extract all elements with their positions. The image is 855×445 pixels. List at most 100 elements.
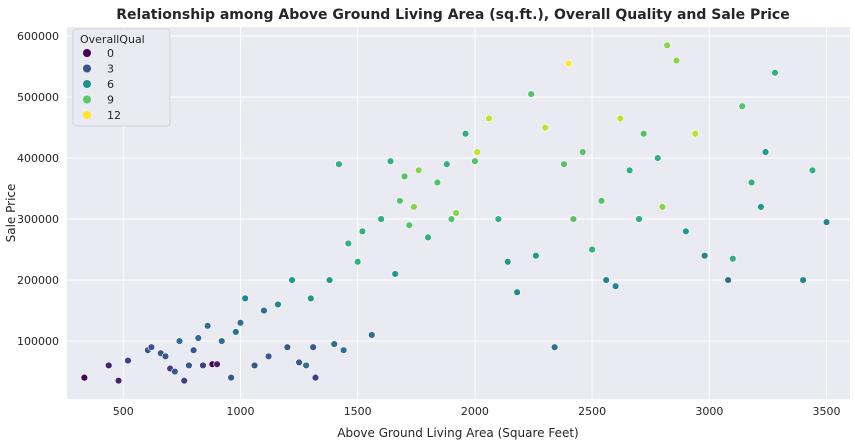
scatter-point — [541, 123, 549, 132]
scatter-point — [353, 258, 362, 266]
scatter-point — [260, 306, 268, 315]
scatter-point — [564, 59, 573, 68]
scatter-point — [147, 343, 156, 351]
scatter-point — [532, 251, 540, 260]
legend-box — [72, 28, 171, 127]
legend-marker — [83, 111, 91, 119]
scatter-point — [302, 361, 310, 370]
scatter-point — [410, 203, 418, 211]
scatter-point — [635, 215, 643, 223]
scatter-point — [658, 203, 667, 211]
scatter-point — [611, 282, 620, 290]
scatter-point — [579, 148, 587, 156]
scatter-point — [377, 215, 385, 223]
scatter-point — [757, 203, 765, 211]
scatter-point — [335, 160, 343, 168]
scatter-point — [761, 148, 770, 156]
x-tick-label: 3000 — [695, 405, 723, 418]
scatter-point — [513, 288, 521, 296]
scatter-point — [504, 258, 512, 266]
legend-entries: 0 3 6 9 12 — [83, 47, 121, 122]
scatter-point — [311, 373, 320, 382]
scatter-point — [550, 343, 559, 351]
x-tick-label: 2500 — [578, 405, 606, 418]
scatter-point — [330, 340, 338, 348]
legend-marker — [83, 95, 91, 104]
scatter-point — [527, 90, 535, 98]
scatter-point — [236, 319, 245, 327]
scatter-point — [433, 178, 442, 187]
scatter-point — [189, 346, 198, 354]
scatter-point — [799, 276, 807, 284]
scatter-point — [194, 334, 202, 342]
scatter-point — [443, 160, 451, 168]
y-tick-label: 100000 — [17, 335, 59, 348]
scatter-point — [264, 352, 273, 361]
scatter-point — [358, 227, 367, 235]
scatter-point — [203, 322, 212, 330]
scatter-point — [213, 360, 221, 368]
legend-label: 9 — [107, 94, 114, 107]
legend-label: 12 — [107, 109, 121, 122]
scatter-point — [391, 270, 399, 278]
scatter-point — [114, 377, 123, 385]
scatter-point — [344, 239, 353, 248]
chart-title: Relationship among Above Ground Living A… — [116, 7, 789, 23]
scatter-point — [597, 197, 606, 205]
scatter-point — [682, 227, 690, 235]
legend-marker — [83, 64, 91, 73]
y-tick-label: 200000 — [17, 274, 59, 287]
scatter-point — [175, 337, 184, 345]
scatter-point — [494, 215, 503, 223]
scatter-point — [227, 373, 235, 382]
scatter-point — [124, 356, 132, 365]
scatter-point — [199, 361, 207, 370]
scatter-point — [808, 166, 817, 175]
scatter-point — [452, 209, 460, 217]
scatter-point — [307, 294, 315, 303]
scatter-point — [691, 130, 699, 138]
legend: OverallQual 0 3 6 9 12 — [72, 28, 171, 127]
x-tick-label: 1000 — [226, 405, 254, 418]
scatter-point — [414, 166, 423, 175]
scatter-point — [447, 215, 456, 223]
scatter-point — [738, 102, 746, 110]
scatter-point — [729, 255, 737, 263]
scatter-point — [171, 367, 179, 376]
scatter-point — [218, 337, 226, 345]
scatter-point — [471, 157, 479, 165]
legend-label: 0 — [107, 47, 114, 60]
scatter-point — [747, 178, 756, 187]
scatter-point — [241, 294, 249, 303]
scatter-point — [288, 276, 296, 284]
scatter-point — [485, 114, 493, 123]
scatter-point — [663, 41, 671, 49]
scatter-point — [771, 69, 779, 77]
x-tick-label: 2000 — [461, 405, 489, 418]
x-tick-label: 3500 — [813, 405, 841, 418]
scatter-point — [283, 343, 292, 351]
y-tick-label: 300000 — [17, 213, 59, 226]
scatter-point — [339, 346, 348, 354]
scatter-point — [654, 154, 662, 162]
scatter-point — [161, 352, 170, 361]
scatter-point — [386, 157, 395, 165]
legend-marker — [83, 49, 91, 57]
legend-marker — [83, 80, 91, 88]
scatter-point — [700, 251, 709, 260]
scatter-point — [400, 172, 409, 181]
scatter-point — [640, 130, 648, 138]
scatter-point — [309, 343, 317, 351]
scatter-point — [560, 160, 568, 168]
x-axis-label: Above Ground Living Area (Square Feet) — [337, 426, 578, 440]
scatter-point — [325, 276, 334, 284]
tick-labels: 500 1000 1500 2000 2500 3000 3500 100000 200000 3… — [17, 30, 841, 418]
legend-label: 6 — [107, 78, 114, 91]
scatter-point — [105, 361, 113, 370]
scatter-point — [180, 377, 188, 385]
x-tick-label: 500 — [113, 405, 134, 418]
scatter-point — [616, 114, 624, 123]
scatter-point — [569, 215, 578, 223]
scatter-point — [672, 56, 681, 65]
